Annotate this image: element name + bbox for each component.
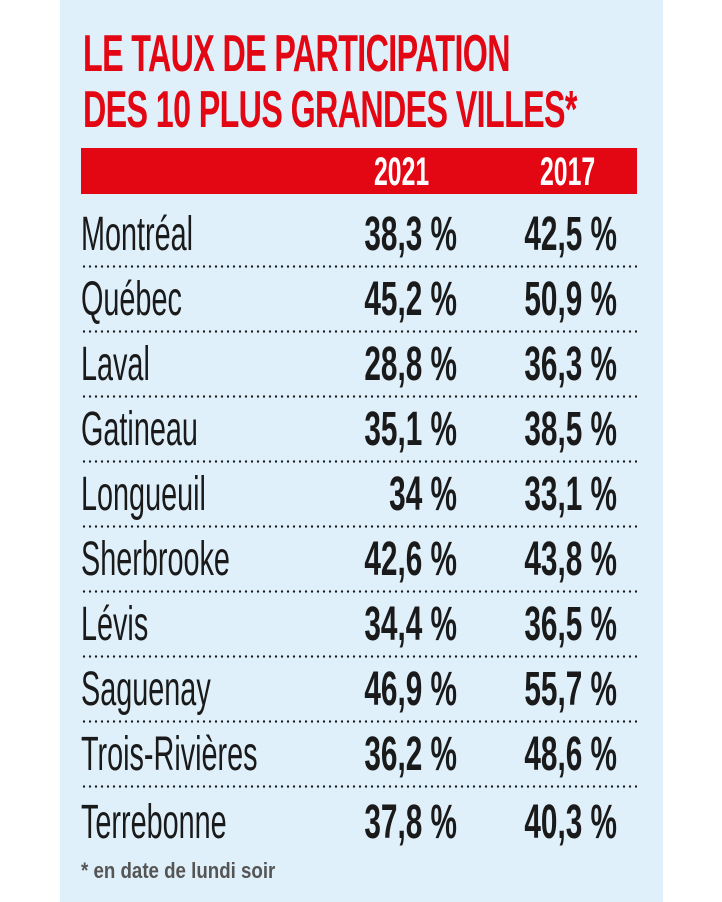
- city-name: Longueuil: [81, 468, 206, 521]
- value-2021: 34 %: [389, 468, 457, 521]
- value-2017: 48,6 %: [524, 728, 617, 781]
- city-name: Lévis: [81, 598, 149, 651]
- value-2017: 38,5 %: [524, 403, 617, 456]
- value-2017: 36,3 %: [524, 338, 617, 391]
- table-row: Gatineau 35,1 % 38,5 %: [81, 398, 637, 463]
- table-row: Saguenay 46,9 % 55,7 %: [81, 658, 637, 723]
- title-line-1: LE TAUX DE PARTICIPATION: [83, 25, 511, 83]
- table-row: Québec 45,2 % 50,9 %: [81, 268, 637, 333]
- dotted-divider: [81, 330, 637, 333]
- city-name: Québec: [81, 273, 182, 326]
- value-2021: 36,2 %: [364, 728, 457, 781]
- dotted-divider: [81, 655, 637, 658]
- table-row: Montréal 38,3 % 42,5 %: [81, 203, 637, 268]
- title-line-2: DES 10 PLUS GRANDES VILLES*: [83, 81, 577, 139]
- value-2021: 35,1 %: [364, 403, 457, 456]
- dotted-divider: [81, 395, 637, 398]
- value-2017: 50,9 %: [524, 273, 617, 326]
- value-2021: 45,2 %: [364, 273, 457, 326]
- city-name: Montréal: [81, 208, 194, 261]
- column-header-2021: 2021: [374, 150, 430, 194]
- value-2021: 42,6 %: [364, 533, 457, 586]
- table-row: Lévis 34,4 % 36,5 %: [81, 593, 637, 658]
- value-2021: 28,8 %: [364, 338, 457, 391]
- value-2017: 36,5 %: [524, 598, 617, 651]
- value-2017: 43,8 %: [524, 533, 617, 586]
- table-row: Trois-Rivières 36,2 % 48,6 %: [81, 723, 637, 788]
- city-name: Laval: [81, 338, 150, 391]
- dotted-divider: [81, 525, 637, 528]
- table-row: Terrebonne 37,8 % 40,3 %: [81, 791, 637, 853]
- city-name: Gatineau: [81, 403, 198, 456]
- dotted-divider: [81, 265, 637, 268]
- value-2017: 42,5 %: [524, 208, 617, 261]
- footnote: * en date de lundi soir: [81, 858, 276, 883]
- value-2017: 40,3 %: [524, 796, 617, 849]
- column-header-2017: 2017: [540, 150, 596, 194]
- city-name: Saguenay: [81, 663, 211, 716]
- dotted-divider: [81, 590, 637, 593]
- table-row: Sherbrooke 42,6 % 43,8 %: [81, 528, 637, 593]
- value-2021: 37,8 %: [364, 796, 457, 849]
- value-2017: 33,1 %: [524, 468, 617, 521]
- table-header-bar: [81, 148, 637, 194]
- value-2021: 34,4 %: [364, 598, 457, 651]
- dotted-divider: [81, 720, 637, 723]
- value-2021: 38,3 %: [364, 208, 457, 261]
- city-name: Terrebonne: [81, 796, 227, 849]
- table-row: Laval 28,8 % 36,3 %: [81, 333, 637, 398]
- dotted-divider: [81, 460, 637, 463]
- chart-title: LE TAUX DE PARTICIPATION DES 10 PLUS GRA…: [83, 25, 577, 139]
- value-2017: 55,7 %: [524, 663, 617, 716]
- city-name: Trois-Rivières: [81, 728, 258, 781]
- dotted-divider: [81, 785, 637, 788]
- city-name: Sherbrooke: [81, 533, 230, 586]
- value-2021: 46,9 %: [364, 663, 457, 716]
- table-row: Longueuil 34 % 33,1 %: [81, 463, 637, 528]
